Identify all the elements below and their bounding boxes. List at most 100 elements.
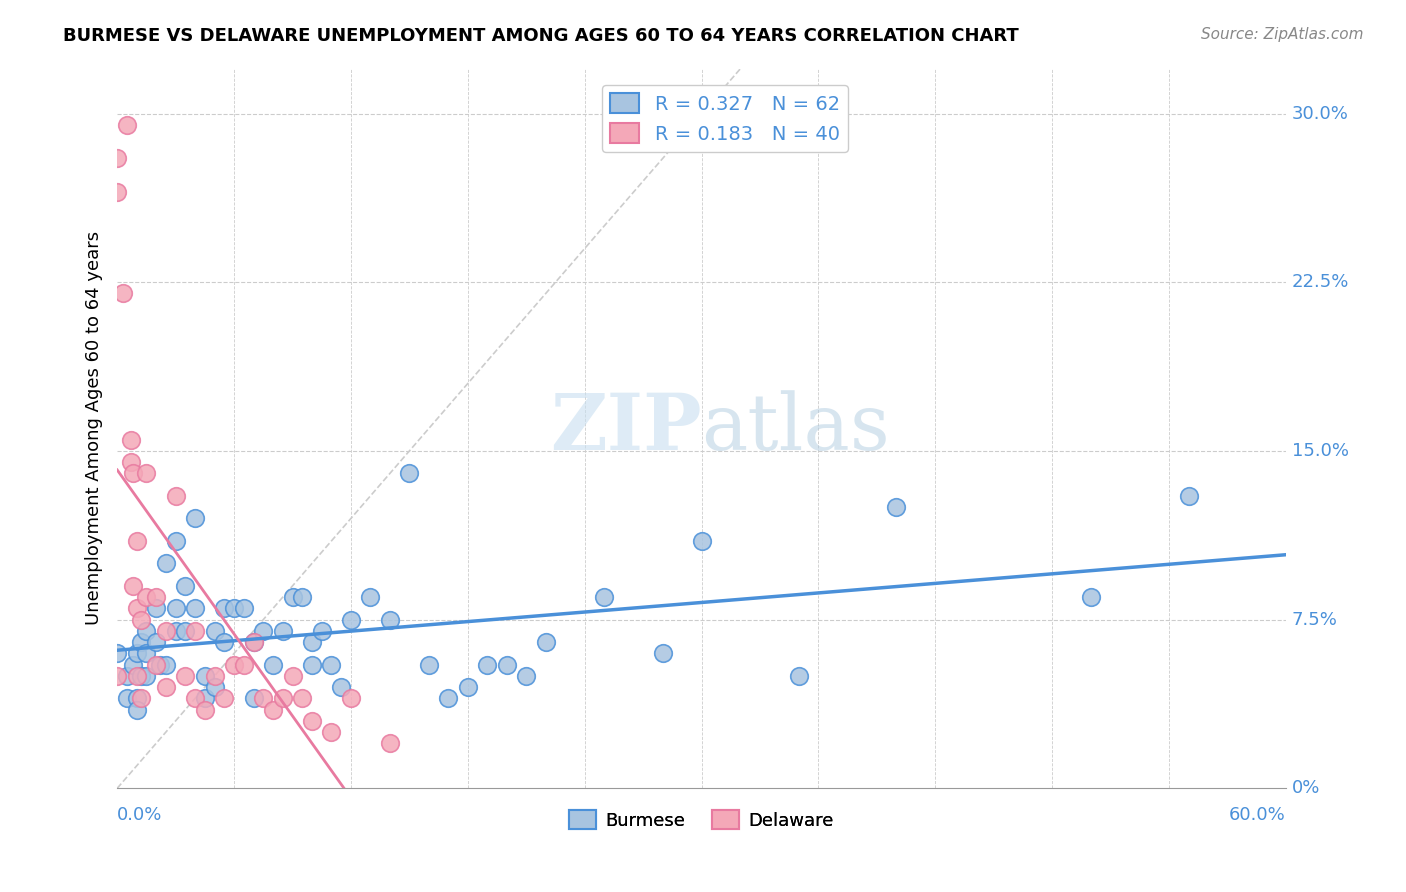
Point (378, 736, 401, 750)
Point (262, 702, 284, 716)
Point (214, 691, 236, 706)
Point (112, 286, 135, 301)
Point (301, 657, 323, 672)
Point (174, 669, 197, 683)
Point (135, 669, 157, 683)
Point (125, 669, 148, 683)
Point (165, 601, 187, 615)
Point (301, 714, 323, 728)
Point (120, 433, 142, 447)
Point (194, 691, 217, 706)
Point (204, 680, 226, 694)
Point (155, 624, 177, 638)
Point (115, 691, 138, 706)
Point (204, 624, 226, 638)
Point (311, 624, 333, 638)
Point (125, 691, 148, 706)
Point (690, 533, 713, 548)
Point (129, 669, 152, 683)
Point (340, 691, 363, 706)
Point (787, 669, 810, 683)
Point (242, 691, 264, 706)
Point (437, 691, 460, 706)
Point (232, 601, 254, 615)
Point (115, 39, 138, 54)
Point (129, 613, 152, 627)
Point (155, 657, 177, 672)
Point (121, 579, 143, 593)
Point (155, 557, 177, 571)
Point (1080, 590, 1102, 604)
Point (105, 646, 128, 660)
Point (242, 635, 264, 649)
Point (477, 657, 499, 672)
Text: 7.5%: 7.5% (1292, 611, 1337, 629)
Point (495, 657, 517, 672)
Point (252, 691, 274, 706)
Point (222, 601, 245, 615)
Point (135, 467, 157, 481)
Point (145, 657, 167, 672)
Point (281, 669, 304, 683)
Point (105, 152, 128, 166)
Point (145, 590, 167, 604)
Text: BURMESE VS DELAWARE UNEMPLOYMENT AMONG AGES 60 TO 64 YEARS CORRELATION CHART: BURMESE VS DELAWARE UNEMPLOYMENT AMONG A… (63, 27, 1019, 45)
Point (418, 657, 440, 672)
Point (232, 657, 254, 672)
Point (165, 624, 187, 638)
Point (125, 646, 148, 660)
Point (515, 669, 537, 683)
Point (252, 624, 274, 638)
Text: 30.0%: 30.0% (1292, 104, 1348, 122)
Point (145, 635, 167, 649)
Point (534, 635, 557, 649)
Point (115, 669, 138, 683)
Point (330, 680, 353, 694)
Legend: Burmese, Delaware: Burmese, Delaware (562, 803, 841, 837)
Point (120, 455, 142, 469)
Point (165, 533, 187, 548)
Text: ZIP: ZIP (550, 391, 702, 467)
Point (149, 657, 172, 672)
Point (281, 590, 304, 604)
Point (155, 680, 177, 694)
Text: Source: ZipAtlas.com: Source: ZipAtlas.com (1201, 27, 1364, 42)
Point (271, 691, 294, 706)
Point (129, 635, 152, 649)
Point (174, 624, 197, 638)
Point (135, 646, 157, 660)
Point (651, 646, 673, 660)
Point (125, 533, 148, 548)
Point (886, 500, 908, 515)
Point (125, 702, 148, 716)
Point (321, 657, 343, 672)
Point (242, 635, 264, 649)
Point (271, 624, 294, 638)
Point (129, 691, 152, 706)
Point (121, 467, 143, 481)
Point (291, 590, 314, 604)
Point (291, 691, 314, 706)
Point (184, 624, 207, 638)
Point (214, 635, 236, 649)
Point (398, 467, 420, 481)
Text: atlas: atlas (702, 391, 890, 467)
Point (184, 601, 207, 615)
Point (222, 657, 245, 672)
Point (165, 489, 187, 503)
Text: 22.5%: 22.5% (1292, 273, 1350, 291)
Point (174, 579, 197, 593)
Text: 60.0%: 60.0% (1229, 806, 1286, 824)
Point (105, 186, 128, 200)
Point (184, 691, 207, 706)
Point (135, 590, 157, 604)
Point (1177, 489, 1199, 503)
Point (115, 118, 138, 132)
Text: 15.0%: 15.0% (1292, 442, 1348, 460)
Point (135, 624, 157, 638)
Point (378, 613, 401, 627)
Point (359, 590, 381, 604)
Point (105, 669, 128, 683)
Point (301, 635, 323, 649)
Point (340, 613, 363, 627)
